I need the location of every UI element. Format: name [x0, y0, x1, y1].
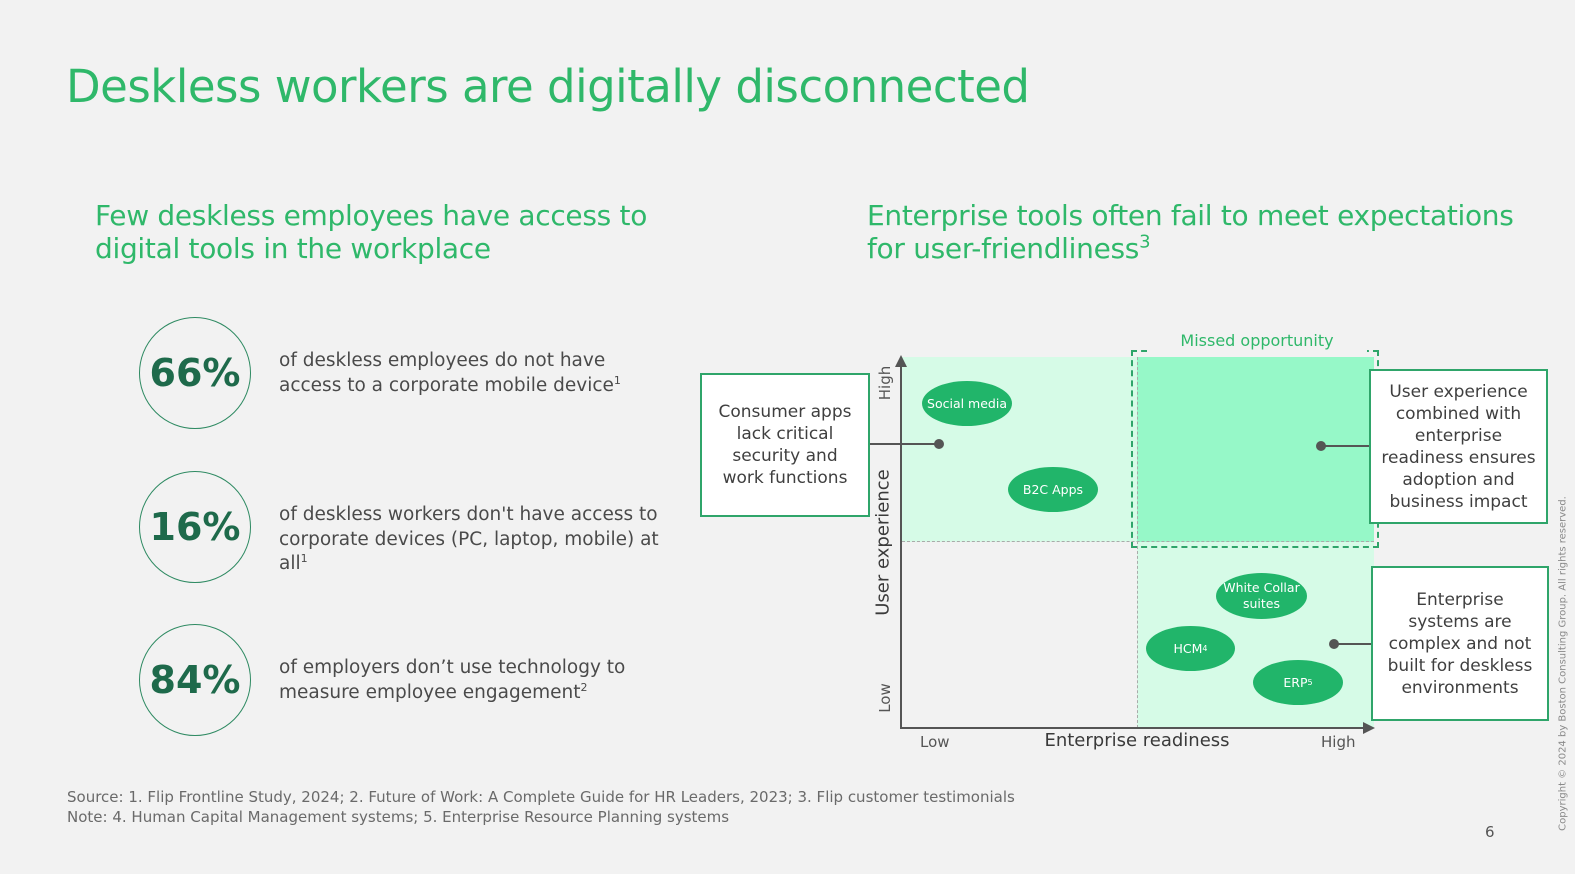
- x-axis-title: Enterprise readiness: [1044, 730, 1230, 751]
- right-heading-text: Enterprise tools often fail to meet expe…: [867, 199, 1514, 265]
- vertical-divider: [1137, 357, 1138, 728]
- page-title: Deskless workers are digitally disconnec…: [66, 60, 1030, 113]
- quadrant-top-left: [902, 357, 1137, 542]
- bubble-b2c-apps: B2C Apps: [1008, 467, 1098, 512]
- stat-text-2: of deskless workers don't have access to…: [279, 503, 669, 577]
- connector-dot-ux: [1316, 441, 1326, 451]
- x-axis-high-label: High: [1321, 733, 1356, 751]
- stat-footnote-2: 1: [300, 551, 308, 565]
- bubble-erp: ERP 5: [1253, 660, 1343, 705]
- x-axis: [900, 727, 1365, 729]
- callout-enterprise-systems: Enterprise systems are complex and not b…: [1371, 566, 1549, 721]
- y-axis-low-label: Low: [876, 683, 894, 713]
- y-axis-title: User experience: [872, 469, 894, 616]
- bubble-hcm: HCM 4: [1146, 626, 1235, 671]
- callout-consumer-apps: Consumer apps lack critical security and…: [700, 373, 870, 517]
- horizontal-divider: [902, 541, 1374, 542]
- stat-circle-2: 16%: [139, 471, 251, 583]
- stat-text-1: of deskless employees do not have access…: [279, 349, 669, 398]
- stat-text-2-body: of deskless workers don't have access to…: [279, 504, 659, 574]
- bubble-social-media: Social media: [922, 381, 1012, 426]
- stat-circle-3: 84%: [139, 624, 251, 736]
- stat-text-1-body: of deskless employees do not have access…: [279, 350, 614, 396]
- connector-enterprise: [1334, 643, 1372, 645]
- callout-user-experience: User experience combined with enterprise…: [1369, 369, 1548, 524]
- page-number: 6: [1485, 823, 1495, 841]
- right-heading-footnote: 3: [1139, 231, 1151, 253]
- y-axis-high-label: High: [876, 365, 894, 401]
- stat-text-3: of employers don’t use technology to mea…: [279, 656, 669, 705]
- missed-opportunity-box: [1131, 350, 1379, 548]
- quadrant-top-right: [1137, 357, 1374, 542]
- connector-ux: [1322, 445, 1370, 447]
- copyright-notice: Copyright © 2024 by Boston Consulting Gr…: [1557, 496, 1569, 831]
- connector-dot-enterprise: [1329, 639, 1339, 649]
- stat-circle-1: 66%: [139, 317, 251, 429]
- x-axis-arrow-icon: [1363, 722, 1375, 734]
- footer-note: Note: 4. Human Capital Management system…: [67, 808, 730, 826]
- connector-dot-consumer: [934, 439, 944, 449]
- left-heading: Few deskless employees have access to di…: [95, 199, 648, 265]
- x-axis-low-label: Low: [920, 733, 950, 751]
- connector-consumer: [869, 443, 939, 445]
- stat-footnote-3: 2: [580, 680, 588, 694]
- right-heading: Enterprise tools often fail to meet expe…: [867, 199, 1557, 265]
- bubble-erp-text: ERP: [1283, 674, 1308, 690]
- bubble-white-collar-suites: White Collar suites: [1216, 573, 1307, 619]
- stat-footnote-1: 1: [613, 373, 621, 387]
- missed-opportunity-label: Missed opportunity: [1147, 330, 1367, 352]
- y-axis-arrow-icon: [895, 355, 907, 367]
- y-axis: [900, 364, 902, 729]
- stat-text-3-body: of employers don’t use technology to mea…: [279, 657, 626, 703]
- footer-source: Source: 1. Flip Frontline Study, 2024; 2…: [67, 788, 1015, 806]
- bubble-hcm-text: HCM: [1173, 640, 1203, 656]
